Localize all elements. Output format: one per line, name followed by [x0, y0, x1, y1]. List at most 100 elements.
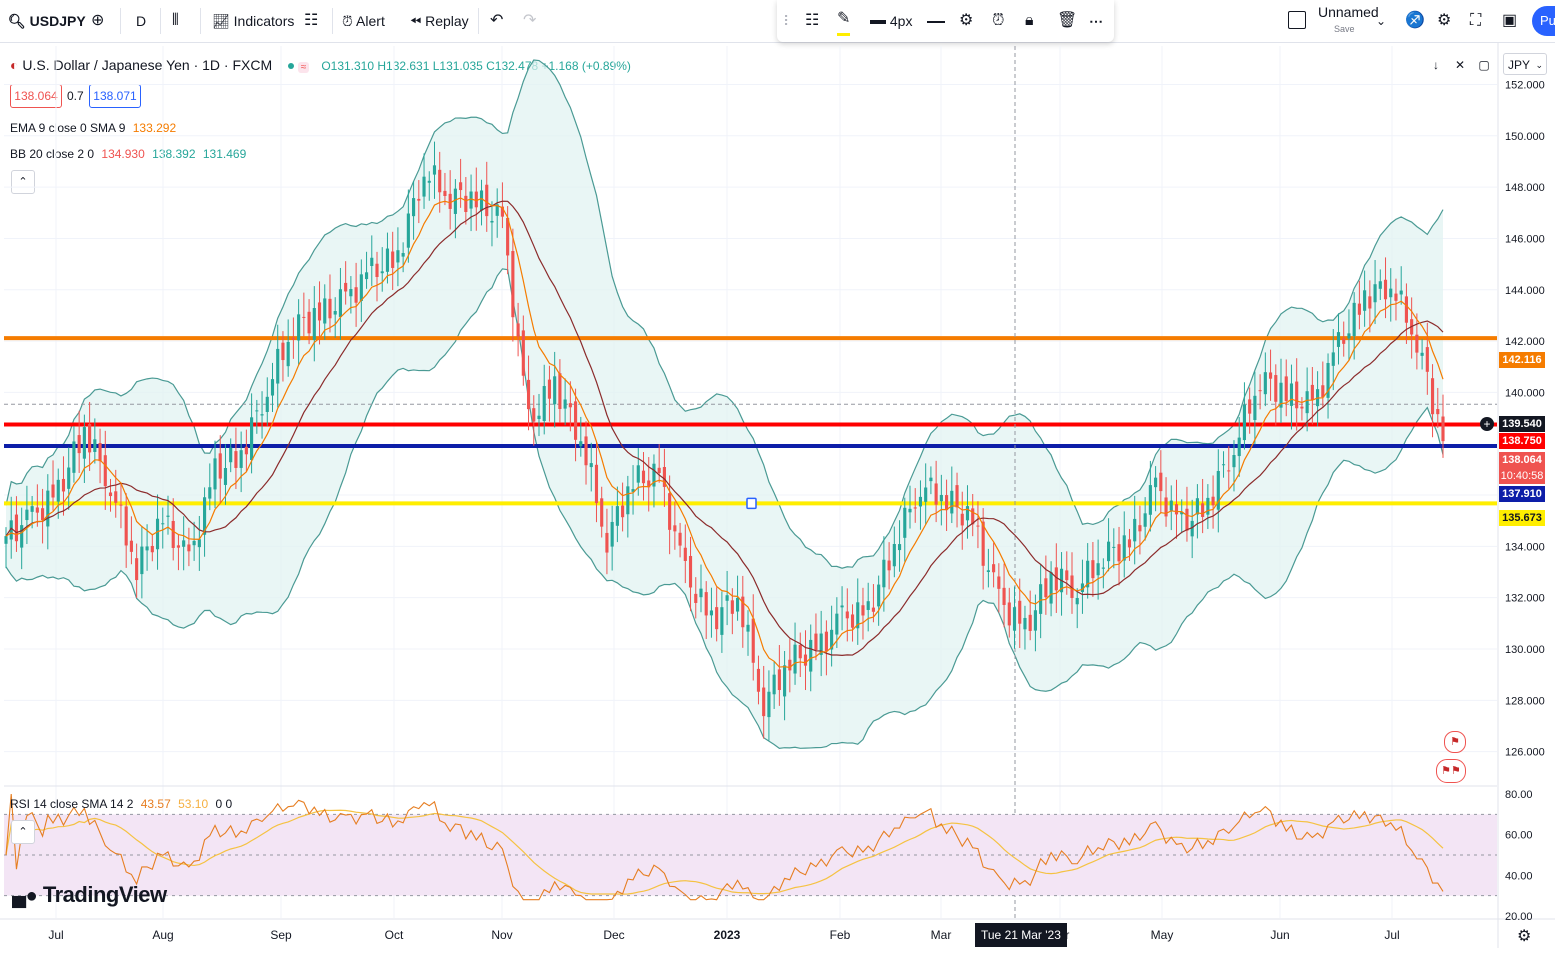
candle-body [61, 478, 66, 492]
candle-body [662, 467, 666, 487]
candle-body [260, 414, 264, 416]
candle-body [453, 188, 457, 214]
collapse-legend-chevron-up-icon[interactable]: ⌃ [11, 170, 35, 194]
candle-body [1436, 409, 1440, 415]
alert-button[interactable]: ⏰︎ Alert [342, 9, 385, 33]
candle-body [1054, 567, 1058, 591]
candle-body [1039, 584, 1043, 614]
candle-body [1221, 464, 1226, 466]
candle-body [647, 480, 651, 488]
last-price-tag: 138.064 [1499, 452, 1545, 468]
replay-button[interactable]: ⏪︎ Replay [410, 9, 469, 33]
indicators-button[interactable]: 📈︎ Indicators [212, 9, 294, 33]
candle-body [1263, 372, 1267, 395]
drag-handle-icon[interactable]: ⠇ [783, 13, 794, 29]
crosshair-price-tag: 139.540 [1499, 416, 1545, 432]
lock-icon[interactable]: 🔒︎ [1025, 12, 1034, 29]
candle-body [788, 659, 792, 671]
line-width-button[interactable]: 4px [870, 9, 912, 33]
candle-body [119, 504, 123, 506]
templates-icon[interactable]: ☷ [304, 12, 319, 29]
price-chart[interactable]: 152.000 150.000 148.000 146.000 144.000 142.0… [0, 42, 1555, 955]
candle-body [176, 545, 181, 548]
candle-body [297, 314, 301, 341]
rsi-label: RSI 14 close SMA 14 2 [10, 797, 134, 811]
add-level-plus-icon[interactable]: + [1480, 417, 1494, 431]
economic-event-flag-icon[interactable]: ⚑ [1444, 731, 1466, 753]
candle-body [1101, 567, 1105, 569]
candle-body [1174, 504, 1179, 515]
template-icon[interactable]: ☷ [805, 12, 820, 29]
candle-body [103, 455, 107, 487]
candle-body [20, 525, 24, 548]
axis-settings-gear-icon[interactable]: ⚙ [1517, 928, 1532, 945]
candle-body [850, 614, 855, 628]
chevron-down-icon[interactable]: ⌄ [1376, 14, 1387, 28]
settings-gear-icon[interactable]: ⚙ [1437, 12, 1452, 29]
ema-label: EMA 9 close 0 SMA 9 [10, 121, 126, 135]
candle-body [903, 507, 907, 538]
layout-name[interactable]: Unnamed [1318, 4, 1379, 20]
candle-body [835, 613, 839, 635]
data-badge-icon[interactable]: ≈ [297, 62, 310, 73]
publish-button[interactable]: Pu [1532, 6, 1555, 36]
candle-body [1049, 572, 1053, 604]
candle-body [809, 639, 813, 672]
line-style-icon[interactable] [927, 9, 945, 33]
ema-legend[interactable]: EMA 9 close 0 SMA 9 133.292 [10, 121, 176, 135]
price-tick-label: 128.000 [1505, 695, 1545, 707]
compare-add-icon[interactable]: ⊕ [91, 12, 105, 29]
price-tick-label: 146.000 [1505, 233, 1545, 245]
candle-body [1133, 518, 1137, 542]
candle-body [1028, 614, 1032, 631]
interval-button[interactable]: D [136, 13, 147, 29]
candle-body [98, 443, 102, 462]
add-alert-icon[interactable]: ⏰︎ [992, 12, 1005, 29]
candle-body [140, 546, 144, 575]
camera-icon[interactable]: ▣ [1502, 12, 1518, 29]
time-tick-label: Jun [1270, 928, 1289, 942]
trash-icon[interactable]: 🗑︎ [1057, 12, 1078, 29]
line-color-pencil-icon[interactable]: ✎ [837, 9, 851, 36]
scroll-to-latest-icon[interactable]: ↓ [1433, 58, 1439, 72]
symbol-search[interactable]: 🔍︎ USDJPY [8, 9, 86, 33]
market-status-icon[interactable] [288, 63, 295, 70]
price-tick-label: 130.000 [1505, 644, 1545, 656]
orange-line-price-tag: 142.116 [1499, 352, 1545, 368]
economic-events-group-icon[interactable]: ⚑⚑ [1436, 759, 1466, 783]
fullscreen-icon[interactable]: ⛶ [1470, 12, 1482, 29]
tv-logo-icon: ▄● [12, 885, 38, 907]
candle-body [344, 282, 348, 292]
rsi-legend[interactable]: RSI 14 close SMA 14 2 43.57 53.10 0 0 [10, 797, 232, 811]
more-icon[interactable]: ⋯ [1089, 13, 1103, 29]
undo-icon[interactable]: ↶ [490, 12, 504, 29]
tradingview-logo[interactable]: ▄● TradingView [12, 882, 167, 908]
candle-body [1300, 406, 1304, 409]
candle-body [1378, 281, 1382, 289]
candle-body [506, 217, 510, 256]
collapse-icon[interactable]: ✕ [1454, 58, 1466, 72]
candle-body [396, 250, 400, 263]
candle-type-icon[interactable]: ⫴ [172, 12, 179, 29]
candle-body [1415, 334, 1419, 353]
candle-body [934, 483, 938, 505]
bb-fill [6, 60, 1443, 749]
candle-body [537, 415, 541, 420]
collapse-rsi-chevron-up-icon[interactable]: ⌃ [11, 820, 35, 844]
candle-body [824, 631, 828, 652]
redo-icon[interactable]: ↷ [523, 12, 537, 29]
candle-body [971, 508, 975, 525]
candle-body [741, 596, 745, 628]
candle-body [380, 271, 384, 274]
currency-select[interactable]: JPY ⌄ [1503, 53, 1547, 75]
quick-search-icon[interactable]: ♐ [1405, 12, 1425, 29]
settings-gear-icon[interactable]: ⚙ [959, 12, 974, 29]
countdown-tag: 10:40:58 [1499, 468, 1545, 484]
layout-save-label[interactable]: Save [1334, 24, 1355, 34]
candle-body [751, 618, 755, 663]
layout-checkbox-icon[interactable] [1288, 11, 1306, 29]
maximize-icon[interactable]: ▢ [1478, 58, 1490, 72]
symbol-title[interactable]: U.S. Dollar / Japanese Yen · 1D · FXCM [22, 57, 273, 73]
candle-body [223, 468, 228, 485]
rsi-tick-label: 20.00 [1505, 911, 1533, 923]
